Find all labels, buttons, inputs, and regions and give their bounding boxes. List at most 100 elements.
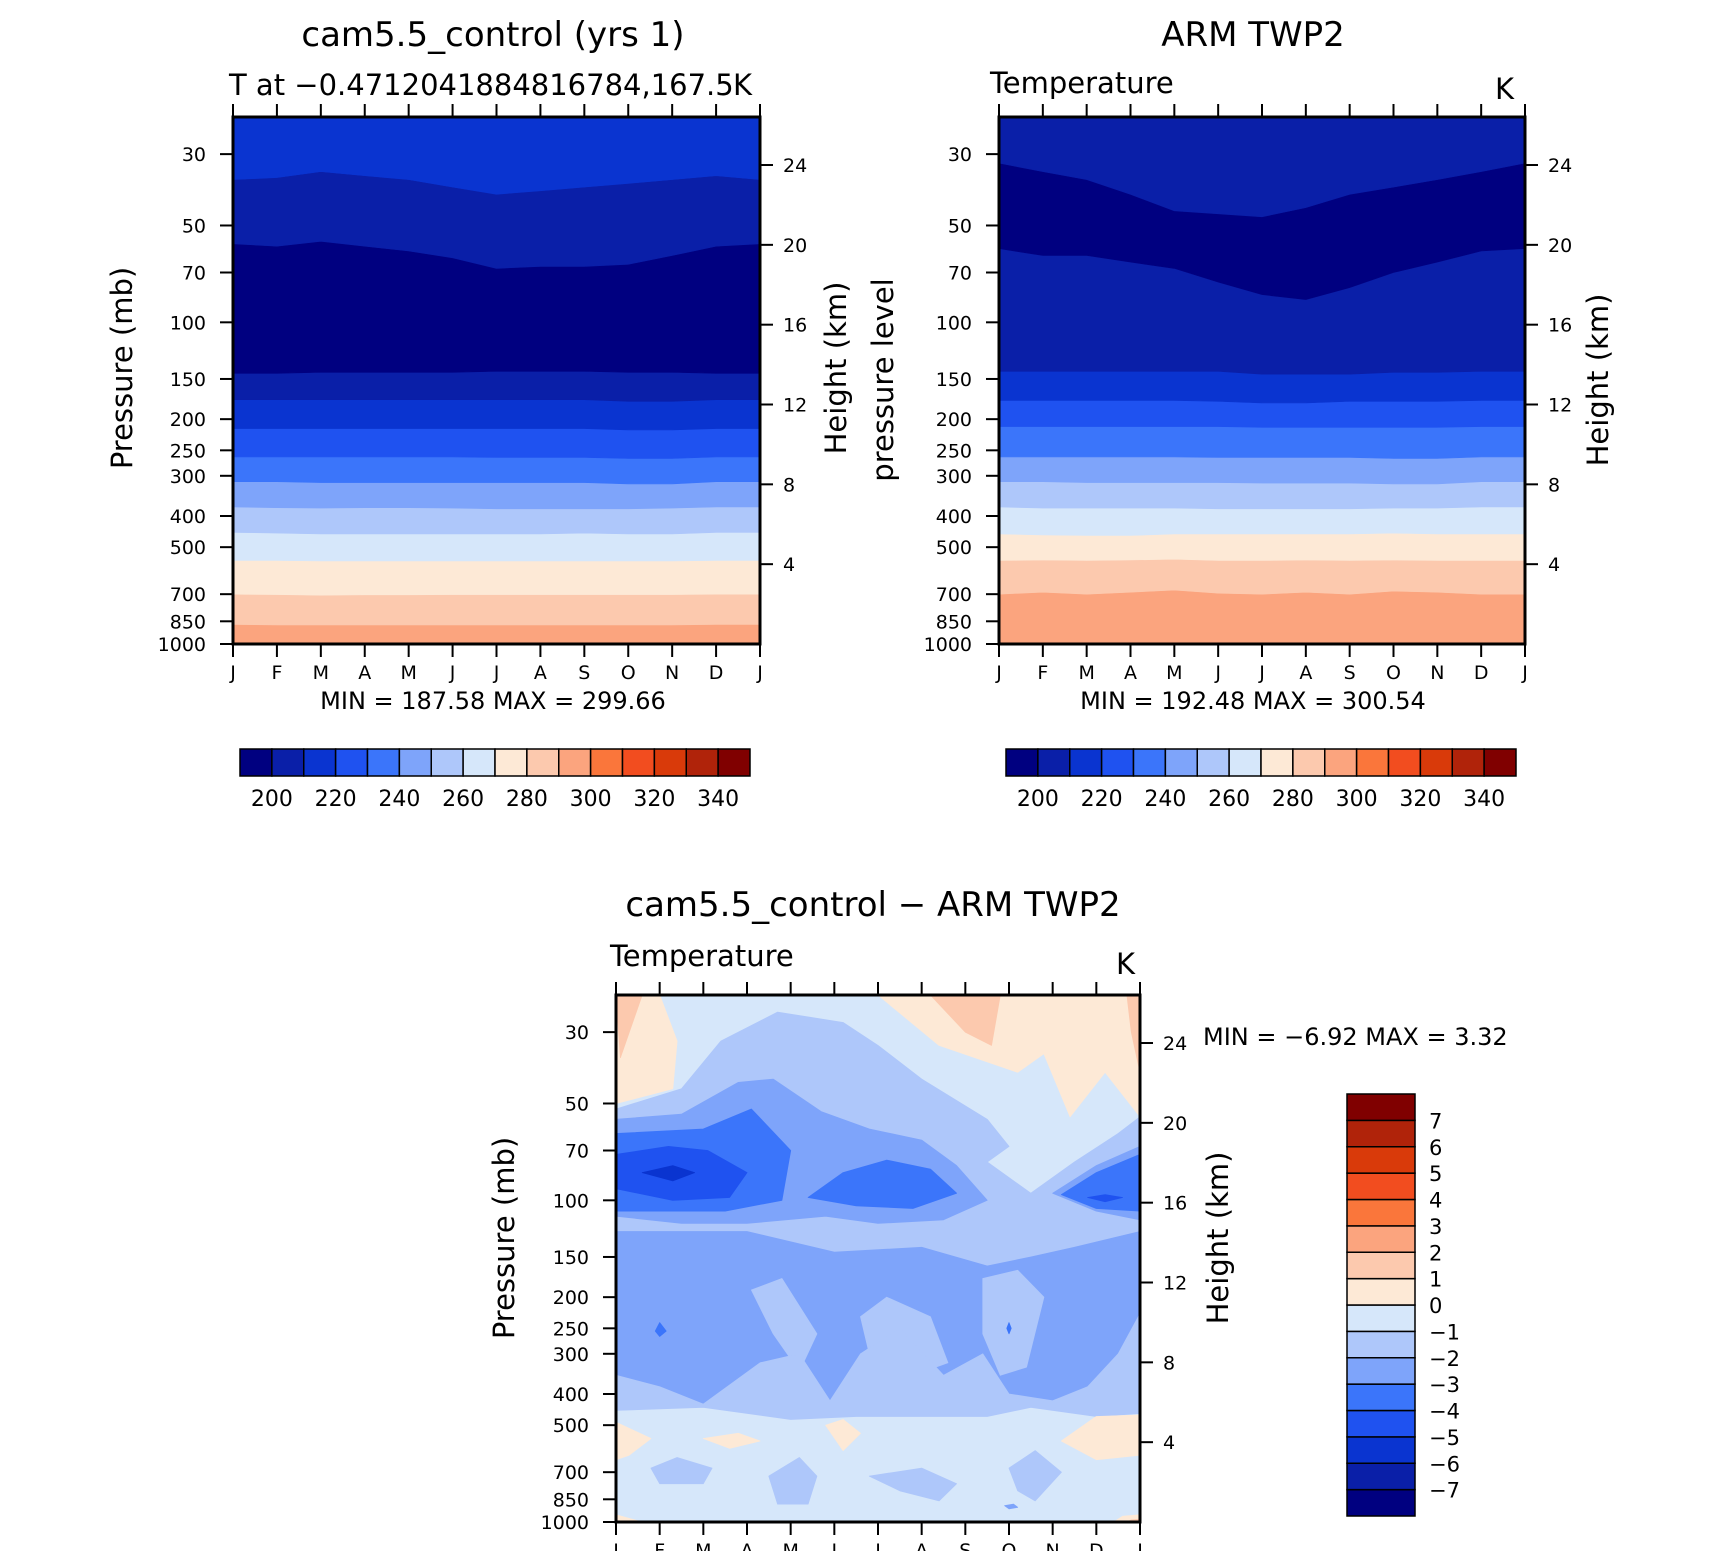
colorbar-label: 220 bbox=[1081, 787, 1123, 812]
y-tick-label: 300 bbox=[936, 466, 972, 488]
colorbar-label: 300 bbox=[1336, 787, 1378, 812]
height-tick-label: 24 bbox=[1163, 1033, 1187, 1055]
y-tick-label: 1000 bbox=[541, 1512, 589, 1534]
y-axis-label-right: Height (km) bbox=[1581, 294, 1615, 467]
x-tick-label: O bbox=[1386, 662, 1401, 684]
colorbar-vertical: −7 −6−5−4 −3−2 −101 234 56 7 bbox=[1346, 1093, 1460, 1517]
colorbar-swatch bbox=[1346, 1172, 1416, 1201]
contour-region bbox=[650, 1457, 713, 1485]
min-value: −6.92 bbox=[1284, 1023, 1358, 1051]
y-tick-label: 150 bbox=[170, 369, 206, 391]
contour-band bbox=[233, 624, 760, 644]
colorbar-label: 320 bbox=[1399, 787, 1441, 812]
colorbar-label: 300 bbox=[570, 787, 612, 812]
x-tick-label: A bbox=[1299, 662, 1312, 684]
y-tick-label: 150 bbox=[936, 369, 972, 391]
height-tick-label: 4 bbox=[1548, 554, 1560, 576]
min-label: MIN = bbox=[1203, 1023, 1284, 1051]
colorbar-swatch bbox=[1346, 1225, 1416, 1253]
colorbar-swatch bbox=[1346, 1462, 1416, 1491]
colorbar-swatch bbox=[1164, 748, 1198, 777]
y-tick-label: 50 bbox=[182, 215, 206, 237]
x-tick-label: D bbox=[1089, 1540, 1104, 1551]
min-max-stats: MIN = 192.48 MAX = 300.54 bbox=[1080, 687, 1426, 715]
contour-band bbox=[999, 589, 1525, 644]
panel-difference: cam5.5_control − ARM TWP2 Temperature K … bbox=[487, 885, 1508, 1551]
y-tick-label: 700 bbox=[170, 584, 206, 606]
contour-band bbox=[233, 428, 760, 459]
y-tick-label: 500 bbox=[553, 1415, 589, 1437]
contour-band bbox=[233, 371, 760, 402]
colorbar-label: 340 bbox=[697, 787, 739, 812]
min-value: 187.58 bbox=[401, 687, 485, 715]
colorbar-swatch bbox=[1260, 748, 1294, 777]
colorbar-label: −7 bbox=[1429, 1479, 1460, 1503]
height-tick-label: 12 bbox=[1163, 1273, 1187, 1295]
contour-region bbox=[768, 1457, 818, 1505]
max-value: 3.32 bbox=[1454, 1023, 1507, 1051]
colorbar-label: 1 bbox=[1429, 1268, 1442, 1292]
y-tick-label: 150 bbox=[553, 1247, 589, 1269]
x-tick-label: J bbox=[1521, 662, 1528, 684]
colorbar-label: 5 bbox=[1429, 1162, 1442, 1186]
colorbar-swatch bbox=[1346, 1357, 1416, 1385]
x-tick-label: N bbox=[1046, 1540, 1060, 1551]
contour-region bbox=[1008, 1450, 1062, 1502]
max-label: MAX = bbox=[1245, 687, 1342, 715]
min-label: MIN = bbox=[1080, 687, 1161, 715]
height-tick-label: 4 bbox=[783, 554, 795, 576]
x-tick-label: A bbox=[741, 1540, 754, 1551]
contour-region bbox=[1006, 1322, 1012, 1335]
contour-band bbox=[999, 371, 1525, 404]
x-tick-label: J bbox=[995, 662, 1002, 684]
y-tick-label: 300 bbox=[553, 1344, 589, 1366]
contour-region bbox=[877, 995, 1140, 1118]
y-tick-label: 700 bbox=[936, 584, 972, 606]
colorbar-swatch bbox=[494, 748, 528, 777]
plot-area: J F M A M J J A S O N D J 30 50 70 100 150 200 250 300 400 500… bbox=[158, 104, 807, 684]
contour-region bbox=[616, 1313, 1140, 1420]
y-tick-label: 400 bbox=[170, 506, 206, 528]
y-tick-label: 1000 bbox=[158, 634, 206, 656]
x-tick-label: M bbox=[1166, 662, 1182, 684]
colorbar-label: 260 bbox=[442, 787, 484, 812]
y-tick-label: 850 bbox=[936, 611, 972, 633]
contour-region bbox=[1087, 1194, 1123, 1203]
panel-obs-units: K bbox=[1495, 72, 1515, 106]
x-tick-label: A bbox=[1124, 662, 1137, 684]
colorbar-label: −1 bbox=[1429, 1320, 1460, 1344]
colorbar-swatch bbox=[1100, 748, 1135, 777]
contour-region bbox=[616, 1514, 643, 1522]
panel-diff-units: K bbox=[1116, 947, 1136, 981]
colorbar-swatch bbox=[717, 748, 751, 777]
y-tick-label: 100 bbox=[936, 312, 972, 334]
y-tick-label: 30 bbox=[182, 144, 206, 166]
contour-region bbox=[641, 1165, 695, 1182]
x-tick-label: A bbox=[915, 1540, 928, 1551]
colorbar-swatch bbox=[1387, 748, 1422, 777]
colorbar-swatch bbox=[1451, 748, 1485, 777]
contour-region bbox=[1126, 995, 1140, 1073]
y-tick-label: 100 bbox=[170, 312, 206, 334]
y-tick-label: 1000 bbox=[924, 634, 972, 656]
colorbar-label: 280 bbox=[506, 787, 548, 812]
colorbar-swatch bbox=[366, 748, 401, 777]
x-tick-label: M bbox=[400, 662, 416, 684]
height-tick-label: 20 bbox=[1548, 235, 1572, 257]
colorbar-swatch bbox=[430, 748, 464, 777]
colorbar-swatch bbox=[685, 748, 719, 777]
x-tick-label: A bbox=[358, 662, 371, 684]
colorbar-label: 6 bbox=[1429, 1136, 1442, 1160]
colorbar-swatch bbox=[271, 748, 305, 777]
y-tick-label: 30 bbox=[565, 1022, 589, 1044]
x-tick-label: O bbox=[1002, 1540, 1017, 1551]
y-tick-label: 30 bbox=[948, 144, 972, 166]
panel-obs-subtitle: Temperature bbox=[989, 66, 1174, 100]
max-label: MAX = bbox=[485, 687, 582, 715]
contour-region bbox=[930, 995, 1001, 1046]
x-tick-label: N bbox=[665, 662, 679, 684]
height-tick-label: 16 bbox=[1548, 315, 1572, 337]
colorbar-swatch bbox=[1355, 748, 1390, 777]
x-tick-label: A bbox=[534, 662, 547, 684]
colorbar-swatch bbox=[1069, 748, 1103, 777]
